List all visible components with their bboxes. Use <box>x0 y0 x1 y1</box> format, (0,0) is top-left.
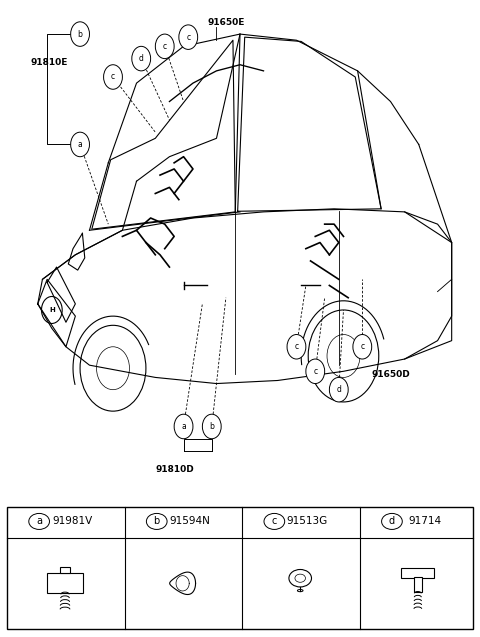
FancyBboxPatch shape <box>47 573 83 593</box>
FancyBboxPatch shape <box>414 577 422 592</box>
Text: b: b <box>78 29 83 39</box>
Text: d: d <box>389 517 395 526</box>
Circle shape <box>179 25 198 50</box>
Circle shape <box>71 22 89 47</box>
Circle shape <box>329 377 348 402</box>
Circle shape <box>306 359 324 383</box>
Circle shape <box>104 65 122 89</box>
Text: H: H <box>49 307 55 313</box>
Text: b: b <box>154 517 160 526</box>
Circle shape <box>71 132 89 157</box>
Text: c: c <box>186 32 190 41</box>
Text: a: a <box>36 517 42 526</box>
Text: c: c <box>272 517 277 526</box>
Text: c: c <box>360 342 364 351</box>
Circle shape <box>174 414 193 439</box>
Text: c: c <box>294 342 299 351</box>
FancyBboxPatch shape <box>60 568 70 573</box>
Circle shape <box>287 334 306 359</box>
Text: 91810E: 91810E <box>31 58 68 67</box>
Text: a: a <box>181 422 186 431</box>
Text: 91810D: 91810D <box>156 466 194 475</box>
Text: c: c <box>111 73 115 82</box>
Text: 91650E: 91650E <box>207 18 244 27</box>
Text: d: d <box>139 54 144 63</box>
FancyBboxPatch shape <box>401 568 434 578</box>
Text: d: d <box>336 385 341 394</box>
Circle shape <box>203 414 221 439</box>
Circle shape <box>353 334 372 359</box>
Text: 91594N: 91594N <box>169 517 210 526</box>
Text: a: a <box>78 140 83 149</box>
Text: 91981V: 91981V <box>52 517 92 526</box>
Ellipse shape <box>298 589 303 592</box>
Text: b: b <box>209 422 214 431</box>
Text: 91714: 91714 <box>408 517 442 526</box>
Text: c: c <box>313 367 317 376</box>
Circle shape <box>132 47 151 71</box>
Text: 91513G: 91513G <box>287 517 328 526</box>
Text: c: c <box>163 42 167 51</box>
FancyBboxPatch shape <box>7 507 473 629</box>
Circle shape <box>156 34 174 59</box>
Text: 91650D: 91650D <box>372 371 410 380</box>
